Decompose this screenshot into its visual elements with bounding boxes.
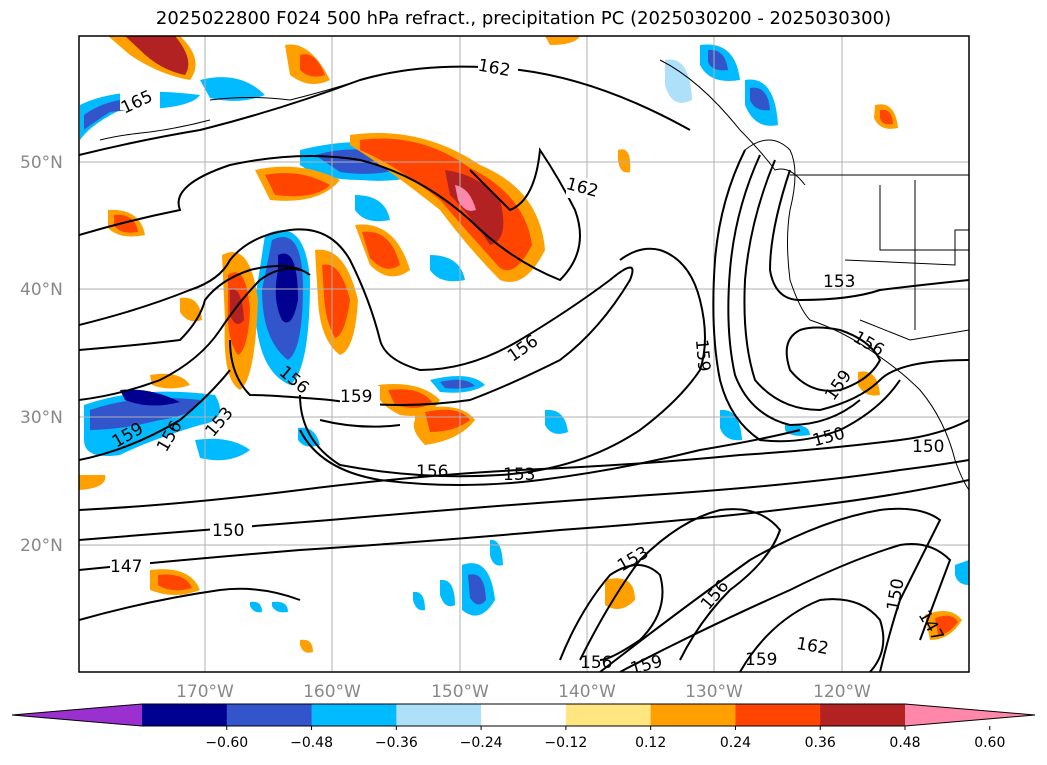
colorbar-segment xyxy=(481,704,567,726)
colorbar-segment xyxy=(905,704,1035,726)
lat-label: 20°N xyxy=(20,536,63,556)
lon-label: 150°W xyxy=(431,682,489,702)
refractivity-contours xyxy=(79,65,969,672)
lon-label: 130°W xyxy=(685,682,743,702)
contour-label: 150 xyxy=(912,437,944,457)
contour-label: 153 xyxy=(823,272,855,292)
map-border xyxy=(78,35,970,673)
colorbar-tick-label: −0.60 xyxy=(205,735,248,751)
colorbar-segment xyxy=(311,704,397,726)
colorbar-tick-label: 0.36 xyxy=(805,735,836,751)
contour-label: 156 xyxy=(416,462,448,482)
colorbar-segment xyxy=(565,704,652,726)
contour-label: 159 xyxy=(691,338,714,372)
lon-label: 160°W xyxy=(303,682,361,702)
colorbar-segment xyxy=(396,704,482,726)
colorbar-segment xyxy=(12,704,142,726)
lon-label: 120°W xyxy=(813,682,871,702)
colorbar-outline xyxy=(11,703,1036,727)
contour-label: 150 xyxy=(212,521,244,541)
latitude-labels: 50°N 40°N 30°N 20°N xyxy=(20,153,63,556)
colorbar-tick-label: −0.24 xyxy=(460,735,503,751)
colorbar-tick-label: −0.36 xyxy=(375,735,418,751)
colorbar-segment xyxy=(142,704,228,726)
colorbar-tick-label: 0.12 xyxy=(635,735,666,751)
colorbar: −0.60 −0.48 −0.36 −0.24 −0.12 0.12 0.24 0.36 0.4… xyxy=(11,703,1036,751)
contour-label: 159 xyxy=(745,650,777,670)
longitude-labels: 170°W 160°W 150°W 140°W 130°W 120°W xyxy=(176,682,871,702)
precip-shading xyxy=(79,36,969,653)
contour-label: 147 xyxy=(110,557,142,577)
colorbar-tick-label: −0.12 xyxy=(544,735,587,751)
contour-label: 156 xyxy=(580,653,612,673)
colorbar-segment xyxy=(650,704,736,726)
colorbar-tick-label: −0.48 xyxy=(290,735,333,751)
grid-lines xyxy=(79,36,969,672)
colorbar-tick-label: 0.60 xyxy=(974,735,1005,751)
map-panel: 165 162 162 159 156 156 156 153 153 159 … xyxy=(79,36,969,680)
map-title: 2025022800 F024 500 hPa refract., precip… xyxy=(155,8,892,29)
colorbar-tick-label: 0.48 xyxy=(889,735,920,751)
colorbar-segment xyxy=(226,704,313,726)
contour-label: 159 xyxy=(340,387,372,407)
lat-label: 30°N xyxy=(20,408,63,428)
colorbar-segment xyxy=(820,704,906,726)
colorbar-tick-label: 0.24 xyxy=(720,735,751,751)
contour-label: 153 xyxy=(503,465,535,485)
lon-label: 170°W xyxy=(176,682,234,702)
lon-label: 140°W xyxy=(558,682,616,702)
contour-label: 159 xyxy=(628,652,665,680)
lat-label: 50°N xyxy=(20,153,63,173)
colorbar-segment xyxy=(735,704,821,726)
lat-label: 40°N xyxy=(20,280,63,300)
